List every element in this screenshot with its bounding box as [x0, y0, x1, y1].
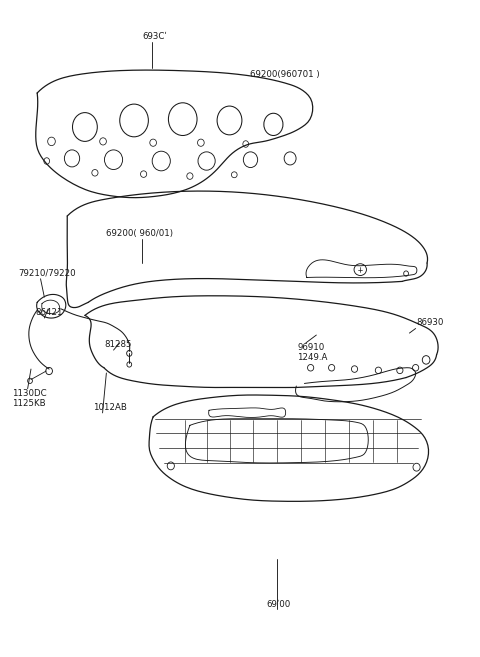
Text: 81285: 81285 — [104, 340, 132, 350]
Text: 86930: 86930 — [417, 318, 444, 327]
Text: 86421: 86421 — [36, 307, 63, 317]
Text: 693Cʹ: 693Cʹ — [142, 32, 167, 41]
Text: 79210/79220: 79210/79220 — [18, 269, 76, 277]
Text: 69200( 960/01): 69200( 960/01) — [107, 229, 173, 238]
Text: 1130DC
1125KB: 1130DC 1125KB — [12, 389, 47, 408]
Text: 1012AB: 1012AB — [93, 403, 127, 412]
Text: 96910
1249.A: 96910 1249.A — [297, 343, 328, 362]
Text: 69200(960701 ): 69200(960701 ) — [250, 70, 319, 79]
Text: 69ʹ00: 69ʹ00 — [266, 599, 290, 608]
